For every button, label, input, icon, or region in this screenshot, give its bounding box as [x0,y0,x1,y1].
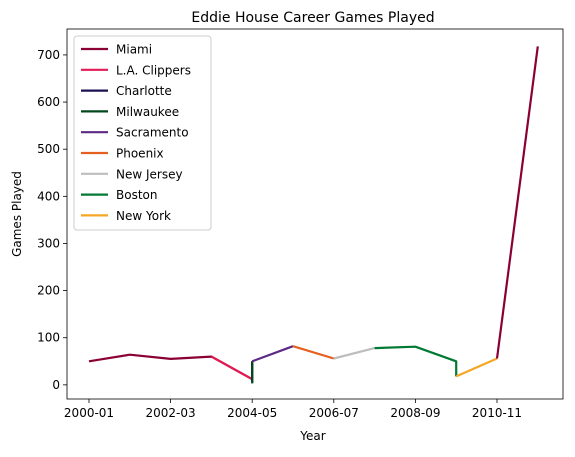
legend-label: New Jersey [116,167,183,181]
series-line-sacramento-4 [251,345,294,363]
series-layer [88,46,539,384]
y-axis-label: Games Played [10,171,24,257]
series-line-phoenix-5 [292,345,335,360]
legend-label: Milwaukee [116,105,179,119]
series-line-new-york-8 [455,357,498,378]
plot-area [66,28,564,400]
x-axis: 2000-01 2002-03 2004-05 2006-07 2008-09 2010-… [64,399,522,420]
series-line-miami-0 [88,353,253,381]
legend-label: Miami [116,43,152,57]
y-axis: 0 100 200 300 400 500 600 700 [37,48,67,392]
legend-label: Phoenix [116,147,164,161]
y-tick-label: 0 [52,378,60,392]
x-tick-label: 2010-11 [472,406,522,420]
x-tick-label: 2002-03 [146,406,196,420]
y-tick-label: 100 [37,331,60,345]
legend-label: Boston [116,188,157,202]
series-line-miami-9 [495,46,539,359]
series-line-new-jersey-6 [333,347,375,360]
legend-label: L.A. Clippers [116,63,191,77]
y-tick-label: 600 [37,95,60,109]
legend-frame [73,35,212,231]
y-tick-label: 400 [37,189,60,203]
legend-label: New York [116,209,171,223]
x-tick-label: 2008-09 [390,406,440,420]
x-axis-label: Year [299,429,325,443]
chart-title: Eddie House Career Games Played [191,10,434,26]
x-tick-label: 2006-07 [309,406,359,420]
legend: Miami L.A. Clippers Charlotte Milwaukee Sacr… [73,35,212,231]
legend-label: Charlotte [116,84,172,98]
x-tick-label: 2004-05 [227,406,277,420]
series-line-l-a-clippers-1 [210,355,253,381]
y-tick-label: 700 [37,48,60,62]
x-tick-label: 2000-01 [64,406,114,420]
y-tick-label: 200 [37,284,60,298]
legend-label: Sacramento [116,126,189,140]
y-tick-label: 300 [37,236,60,250]
series-line-boston-7 [374,345,458,377]
y-tick-label: 500 [37,142,60,156]
